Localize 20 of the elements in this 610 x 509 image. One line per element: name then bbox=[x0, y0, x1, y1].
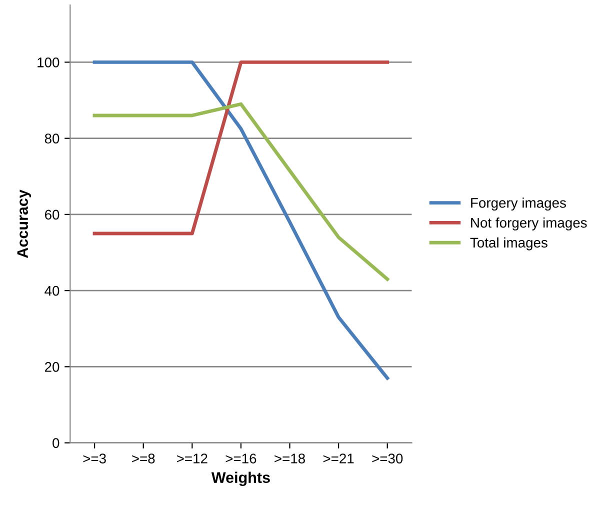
y-tick-label: 80 bbox=[44, 134, 60, 144]
x-tick-label: >=16 bbox=[226, 454, 256, 464]
y-tick-label: 20 bbox=[44, 362, 60, 372]
x-tick-label: >=8 bbox=[132, 454, 155, 464]
x-tick-label: >=30 bbox=[372, 454, 403, 464]
line-series bbox=[92, 102, 390, 281]
x-tick-label: >=3 bbox=[83, 454, 106, 464]
y-tick-label: 60 bbox=[44, 210, 60, 220]
x-tick-label: >=21 bbox=[323, 454, 354, 464]
y-tick-label: 100 bbox=[38, 58, 60, 68]
y-tick-label: 0 bbox=[52, 438, 60, 448]
line-series bbox=[92, 60, 390, 380]
x-axis-title: Weights bbox=[211, 472, 270, 486]
y-axis-title: Accuracy bbox=[17, 190, 32, 258]
legend-label: Forgery images bbox=[471, 198, 566, 211]
y-tick-label: 40 bbox=[44, 286, 60, 296]
legend-label: Total images bbox=[470, 237, 548, 250]
x-tick-label: >=18 bbox=[274, 454, 305, 464]
legend-label: Not forgery images bbox=[471, 217, 587, 230]
x-tick-label: >=12 bbox=[177, 454, 208, 464]
